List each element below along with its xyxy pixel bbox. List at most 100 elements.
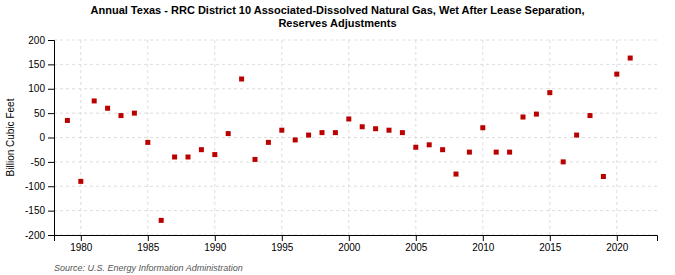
y-tick-mark (48, 162, 54, 163)
point (239, 77, 244, 82)
point (534, 112, 539, 117)
point (360, 124, 365, 129)
x-tick-label: 1980 (70, 242, 93, 253)
x-tick-label: 1985 (137, 242, 160, 253)
y-tick-label: -100 (25, 181, 45, 192)
x-grid-line (281, 40, 282, 235)
y-tick-mark (48, 64, 54, 65)
y-tick: 100 (28, 83, 54, 94)
point (78, 179, 83, 184)
y-tick: 150 (28, 59, 54, 70)
x-tick-label: 2010 (472, 242, 495, 253)
plot-area: 198019851990199520002005201020152020-200… (25, 35, 658, 253)
y-tick-mark (48, 211, 54, 212)
y-tick-mark (48, 89, 54, 90)
x-tick-label: 2015 (539, 242, 562, 253)
y-tick: -100 (25, 181, 54, 192)
point (400, 130, 405, 135)
point (588, 113, 593, 118)
y-tick-label: 150 (28, 59, 45, 70)
x-tick: 1990 (204, 235, 227, 253)
point (65, 118, 70, 123)
point (427, 142, 432, 147)
x-tick-mark (349, 235, 350, 241)
chart-svg: 198019851990199520002005201020152020-200… (0, 0, 675, 275)
point (253, 157, 258, 162)
y-grid-line (54, 64, 657, 65)
point (266, 140, 271, 145)
x-tick-mark (416, 235, 417, 241)
point (440, 147, 445, 152)
point (494, 150, 499, 155)
x-grid-line (415, 40, 416, 235)
x-tick-mark (148, 235, 149, 241)
point (226, 131, 231, 136)
point (119, 113, 124, 118)
y-tick-label: -200 (25, 230, 45, 241)
y-tick-label: 100 (28, 83, 45, 94)
x-tick-label: 1995 (271, 242, 294, 253)
point (333, 130, 338, 135)
x-tick: 1985 (137, 235, 160, 253)
point (454, 172, 459, 177)
x-tick: 2005 (405, 235, 428, 253)
y-grid-line (54, 40, 657, 41)
point (561, 159, 566, 164)
x-tick: 2020 (606, 235, 629, 253)
point (279, 128, 284, 133)
y-tick: 200 (28, 35, 54, 46)
point (186, 155, 191, 160)
x-axis: 1980 1985 1990 1995 2000 2005 2010 2015 2020 (55, 235, 658, 253)
x-tick-mark (550, 235, 551, 241)
point (521, 115, 526, 120)
points (65, 56, 633, 223)
y-tick-mark (48, 113, 54, 114)
point (346, 116, 351, 121)
x-grid-line (80, 40, 81, 235)
title: Annual Texas - RRC District 10 Associate… (91, 4, 585, 29)
point (293, 137, 298, 142)
y-tick-label: 50 (34, 108, 46, 119)
y-grid-line (54, 113, 657, 114)
point (373, 126, 378, 131)
y-tick: 0 (39, 132, 54, 143)
point (480, 125, 485, 130)
source-note: Source: U.S. Energy Information Administ… (54, 263, 243, 273)
title-line: Reserves Adjustments (278, 17, 396, 29)
x-tick-mark (617, 235, 618, 241)
x-tick: 2000 (338, 235, 361, 253)
x-tick: 2015 (539, 235, 562, 253)
x-tick-mark (483, 235, 484, 241)
point (574, 133, 579, 138)
grid (54, 40, 657, 235)
point (614, 72, 619, 77)
point (467, 150, 472, 155)
x-grid-line (214, 40, 215, 235)
title-line: Annual Texas - RRC District 10 Associate… (91, 4, 585, 16)
point (387, 128, 392, 133)
y-axis-title: Billion Cubic Feet (5, 98, 16, 176)
y-tick-label: 200 (28, 35, 45, 46)
y-grid-line (54, 161, 657, 162)
point (92, 98, 97, 103)
point (306, 133, 311, 138)
y-tick-label: -150 (25, 205, 45, 216)
y-tick-mark (48, 235, 54, 236)
y-tick-label: -50 (31, 157, 46, 168)
y-axis: -200 -150 -100 -50 0 50 100 150 200 (25, 35, 55, 241)
x-tick-label: 2020 (606, 242, 629, 253)
y-tick-mark (48, 138, 54, 139)
y-tick-mark (48, 186, 54, 187)
point (145, 140, 150, 145)
x-tick: 2010 (472, 235, 495, 253)
x-grid-line (348, 40, 349, 235)
y-tick: 50 (34, 108, 54, 119)
point (132, 111, 137, 116)
x-grid-line (549, 40, 550, 235)
point (628, 56, 633, 61)
point (212, 152, 217, 157)
y-tick: -50 (31, 157, 54, 168)
y-grid-line (54, 186, 657, 187)
point (507, 150, 512, 155)
y-grid-line (54, 137, 657, 138)
